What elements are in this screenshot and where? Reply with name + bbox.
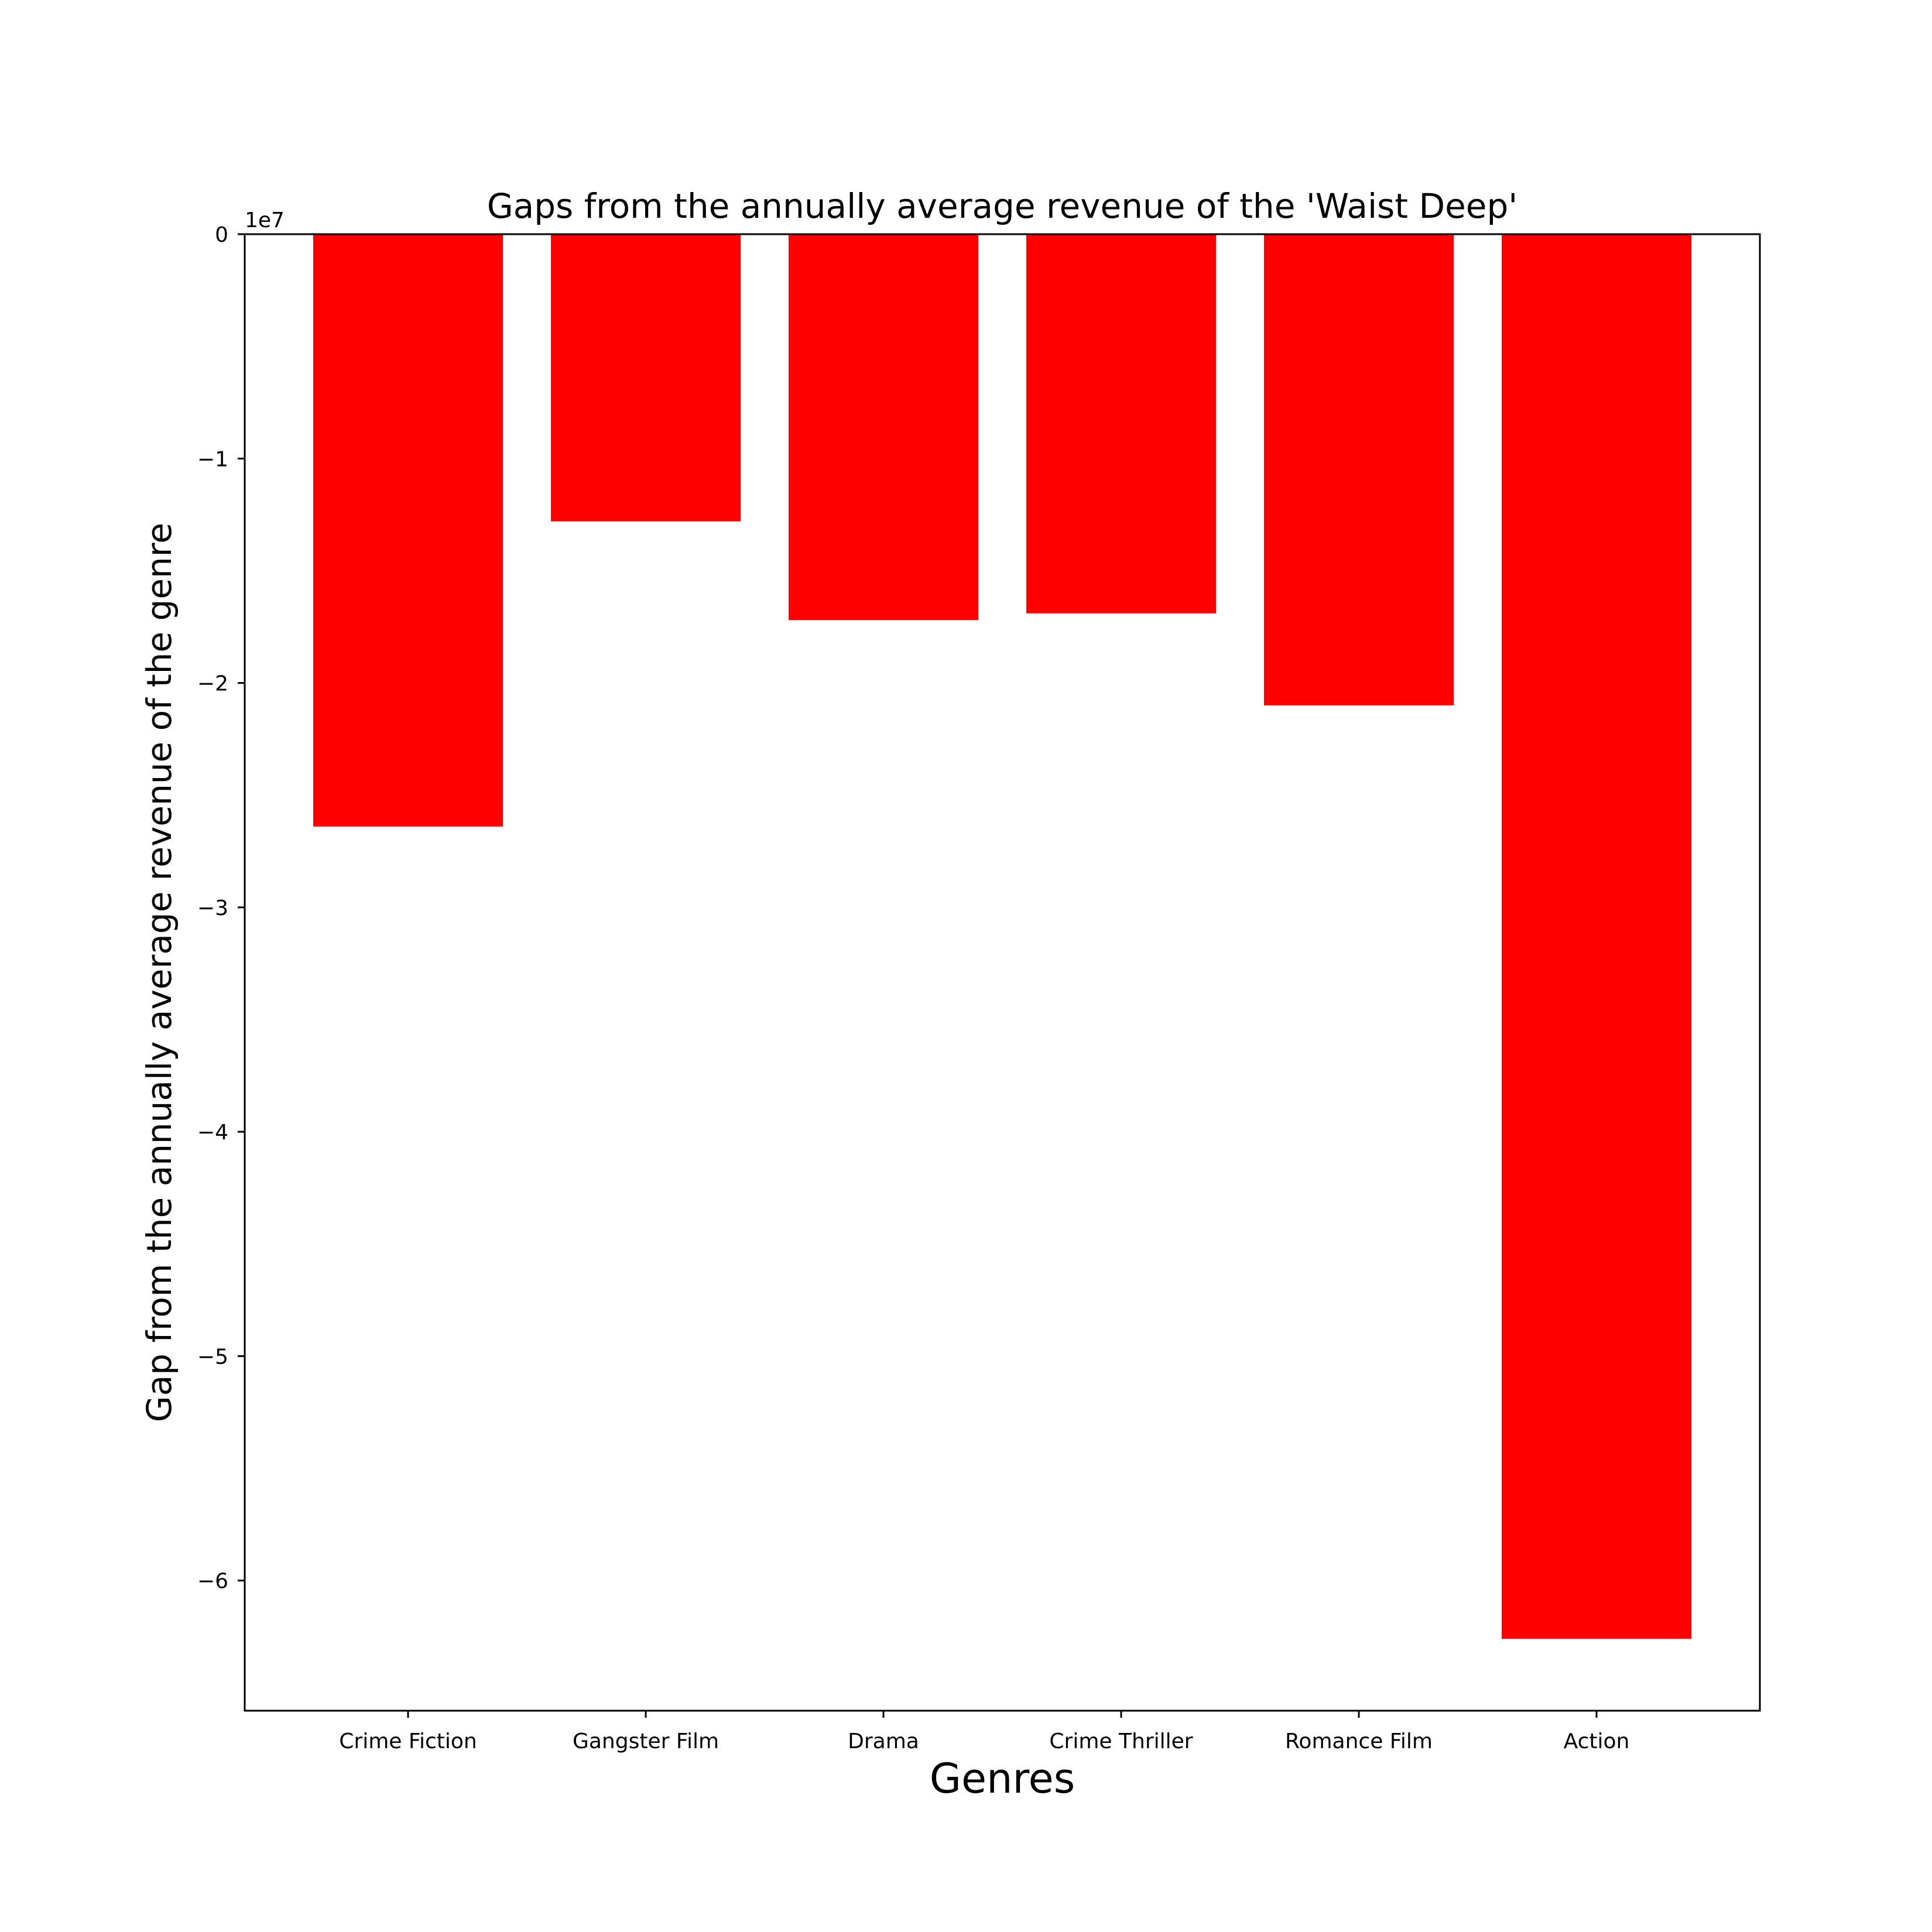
y-tick-label: −5 [197, 1345, 228, 1369]
bars-group [313, 234, 1691, 1639]
plot-area-frame [244, 233, 1761, 1712]
y-tick-label: −6 [197, 1570, 228, 1594]
x-tick-label: Drama [848, 1729, 919, 1753]
x-tick-label: Gangster Film [573, 1729, 719, 1753]
y-axis-offset-label: 1e7 [245, 208, 285, 232]
chart-title: Gaps from the annually average revenue o… [487, 186, 1518, 226]
y-tick-label: 0 [215, 223, 228, 247]
y-tick-label: −1 [197, 447, 228, 471]
bar [1502, 234, 1691, 1639]
y-axis-ticks: 0 −1 −2 −3 −4 −5 −6 [197, 223, 245, 1594]
x-tick-label: Romance Film [1285, 1729, 1433, 1753]
y-tick-label: −4 [197, 1121, 228, 1145]
bar [789, 234, 978, 621]
bar [1026, 234, 1216, 614]
x-axis-label: Genres [930, 1755, 1075, 1803]
bar [1264, 234, 1454, 705]
x-tick-label: Crime Fiction [339, 1729, 477, 1753]
x-tick-label: Crime Thriller [1049, 1729, 1193, 1753]
x-axis-ticks: Crime Fiction Gangster Film Drama Crime Thr… [339, 1711, 1629, 1753]
y-tick-label: −2 [197, 672, 228, 696]
y-axis-label: Gap from the annually average revenue of… [139, 523, 179, 1422]
x-tick-label: Action [1564, 1729, 1630, 1753]
bar [313, 234, 503, 827]
bar [551, 234, 741, 522]
y-tick-label: −3 [197, 896, 228, 920]
